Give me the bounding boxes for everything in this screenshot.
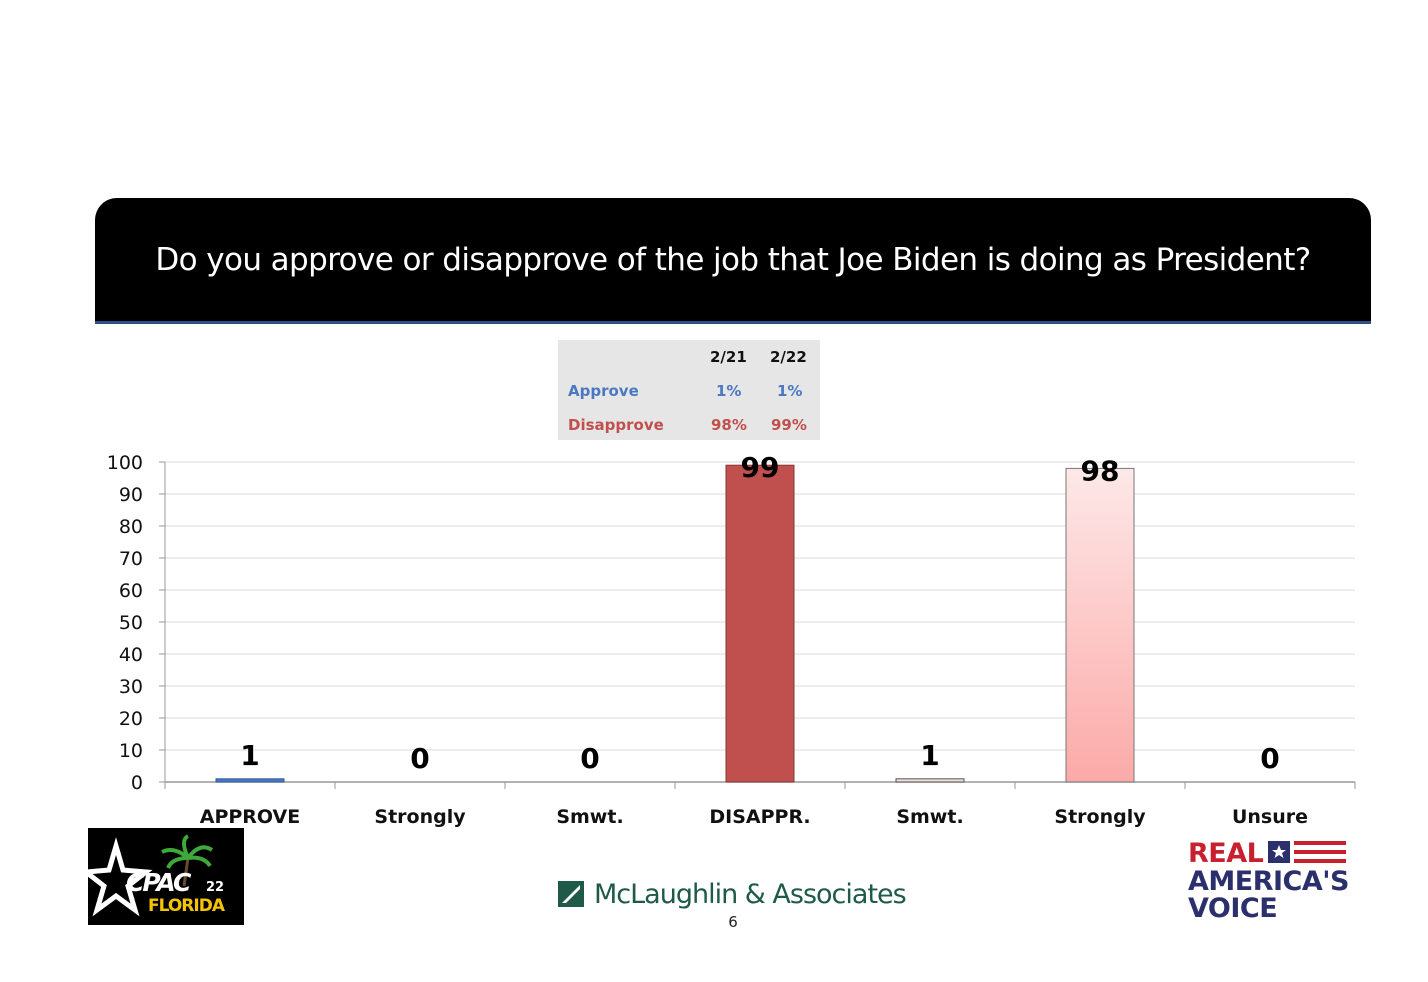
mclaughlin-mark-icon — [558, 881, 584, 907]
chart-bars — [215, 464, 1135, 783]
data-label: 0 — [410, 742, 429, 775]
flag-icon — [1268, 841, 1346, 863]
cpac-logo-florida: FLORIDA — [148, 896, 225, 916]
x-tick-label: APPROVE — [200, 806, 301, 828]
data-label: 0 — [1260, 742, 1279, 775]
table-row-label-disapprove: Disapprove — [568, 416, 664, 434]
y-tick-label: 0 — [131, 772, 143, 794]
table-cell: 98% — [711, 416, 747, 434]
pollster-name: McLaughlin & Associates — [594, 878, 907, 910]
rav-logo-real: REAL — [1188, 838, 1264, 869]
data-label: 1 — [920, 739, 939, 772]
chart-labels: 1 APPROVE 0 Strongly 0 Smwt. 99 DISAPPR. 1 Smwt. 9… — [200, 451, 1308, 828]
title-banner: Do you approve or disapprove of the job … — [95, 198, 1371, 324]
table-col-header: 2/21 — [710, 348, 747, 366]
y-tick-label: 10 — [119, 740, 143, 762]
x-tick-label: Smwt. — [556, 806, 623, 828]
real-americas-voice-logo: REAL AMERICA'S VOICE — [1186, 838, 1356, 922]
x-tick-label: DISAPPR. — [709, 806, 810, 828]
page-number: 6 — [728, 913, 738, 931]
bar — [215, 778, 285, 783]
y-tick-label: 60 — [119, 580, 143, 602]
y-tick-label: 100 — [107, 452, 143, 474]
cpac-logo-text: CPAC — [126, 868, 191, 897]
cpac-logo: CPAC 22 FLORIDA — [79, 828, 244, 925]
y-tick-label: 90 — [119, 484, 143, 506]
y-tick-label: 50 — [119, 612, 143, 634]
x-tick-label: Strongly — [374, 806, 466, 828]
summary-table: 2/21 2/22 Approve 1% 1% Disapprove 98% 9… — [558, 340, 820, 440]
x-tick-label: Smwt. — [896, 806, 963, 828]
bar — [1065, 467, 1135, 783]
y-tick-label: 30 — [119, 676, 143, 698]
x-tick-label: Strongly — [1054, 806, 1146, 828]
table-col-header: 2/22 — [770, 348, 807, 366]
page-title: Do you approve or disapprove of the job … — [155, 241, 1311, 278]
data-label: 1 — [240, 739, 259, 772]
data-label: 0 — [580, 742, 599, 775]
y-tick-label: 70 — [119, 548, 143, 570]
table-cell: 99% — [771, 416, 807, 434]
bar — [725, 464, 795, 783]
table-cell: 1% — [716, 382, 742, 400]
y-tick-label: 20 — [119, 708, 143, 730]
table-row-label-approve: Approve — [568, 382, 639, 400]
data-label: 99 — [741, 451, 780, 484]
mclaughlin-logo: McLaughlin & Associates — [558, 874, 918, 914]
y-tick-label: 40 — [119, 644, 143, 666]
x-tick-label: Unsure — [1232, 806, 1308, 828]
table-cell: 1% — [777, 382, 803, 400]
rav-logo-americas: AMERICA'S — [1188, 866, 1349, 897]
rav-logo-voice: VOICE — [1188, 893, 1278, 924]
y-tick-label: 80 — [119, 516, 143, 538]
data-label: 98 — [1081, 454, 1120, 487]
bar — [895, 778, 965, 783]
cpac-logo-year: 22 — [206, 880, 225, 895]
